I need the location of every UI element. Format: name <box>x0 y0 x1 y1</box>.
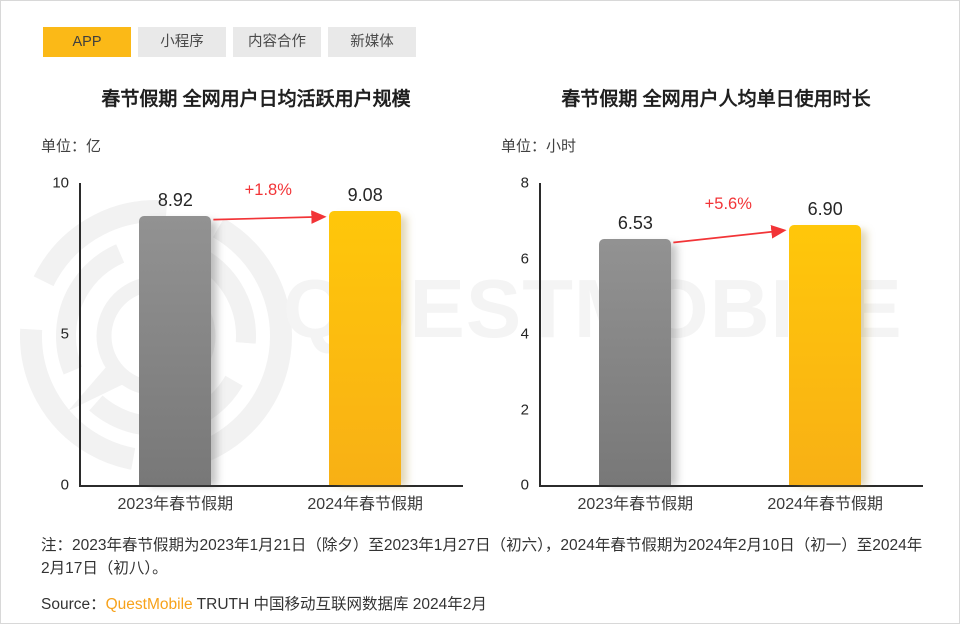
chart-title: 春节假期 全网用户人均单日使用时长 <box>561 89 871 110</box>
change-percent-label: +1.8% <box>244 181 292 200</box>
y-axis-tick-label: 0 <box>60 476 69 494</box>
tab-new-media[interactable]: 新媒体 <box>328 27 416 57</box>
bar-2024年春节假期 <box>789 224 862 485</box>
bar-value-label: 6.53 <box>617 212 653 233</box>
y-axis-tick-label: 2 <box>520 401 529 418</box>
x-axis-category-label: 2024年春节假期 <box>767 496 883 513</box>
y-axis-tick-label: 0 <box>520 476 529 494</box>
bar-2024年春节假期 <box>329 210 402 485</box>
y-axis-tick-label: 8 <box>520 174 529 192</box>
tab-bar: APP 小程序 内容合作 新媒体 <box>43 27 416 57</box>
bar-value-label: 6.90 <box>807 198 843 219</box>
y-axis-tick-label: 6 <box>520 250 529 267</box>
bar-value-label: 9.08 <box>347 184 383 205</box>
x-axis-category-label: 2023年春节假期 <box>577 496 694 513</box>
unit-label: 单位：亿 <box>41 138 102 155</box>
chart-daily-active-users: 春节假期 全网用户日均活跃用户规模 单位：亿 0 5 10 8.92 2023年春节假期… <box>41 87 471 513</box>
plot-area: 0 2 4 6 8 6.53 2023年春节假期 6.90 2024年春节假期 +5.6% <box>521 176 923 513</box>
x-axis-category-label: 2023年春节假期 <box>117 496 234 513</box>
x-axis-category-label: 2024年春节假期 <box>307 496 423 513</box>
tab-content-cooperation[interactable]: 内容合作 <box>233 27 321 57</box>
bar-2023年春节假期 <box>599 238 672 485</box>
growth-arrow <box>213 210 327 224</box>
footnote: 注：2023年春节假期为2023年1月21日（除夕）至2023年1月27日（初六… <box>41 537 923 577</box>
tab-app[interactable]: APP <box>43 27 131 57</box>
y-axis-tick-label: 10 <box>52 174 69 192</box>
chart-title: 春节假期 全网用户日均活跃用户规模 <box>101 89 411 110</box>
source-prefix: Source： <box>41 596 106 613</box>
source-line: Source：QuestMobile TRUTH 中国移动互联网数据库 2024… <box>41 592 487 614</box>
source-suffix: TRUTH 中国移动互联网数据库 2024年2月 <box>192 596 487 613</box>
plot-area: 0 5 10 8.92 2023年春节假期 9.08 2024年春节假期 +1.8% <box>52 176 463 513</box>
change-percent-label: +5.6% <box>704 195 752 214</box>
bar-value-label: 8.92 <box>157 189 193 210</box>
y-axis-tick-label: 5 <box>60 325 69 343</box>
chart-daily-usage-time: 春节假期 全网用户人均单日使用时长 单位：小时 0 2 4 6 8 6.53 2023年春节… <box>501 87 931 513</box>
bar-2023年春节假期 <box>139 215 212 485</box>
source-brand: QuestMobile <box>105 596 193 613</box>
unit-label: 单位：小时 <box>501 138 577 155</box>
tab-mini-program[interactable]: 小程序 <box>138 27 226 57</box>
y-axis-tick-label: 4 <box>520 325 529 343</box>
